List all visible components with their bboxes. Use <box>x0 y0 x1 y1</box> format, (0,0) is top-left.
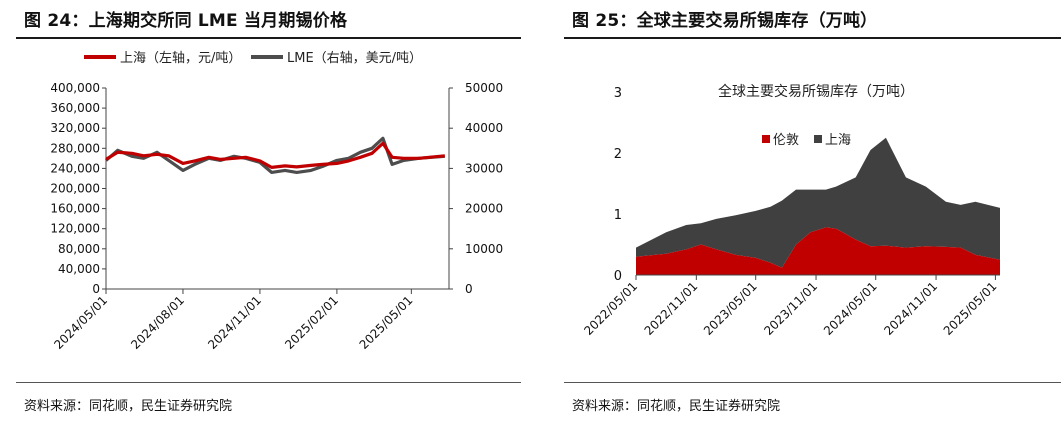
left-y-tick-label: 320,000 <box>50 121 100 135</box>
figure-25-title: 图 25：全球主要交易所锡库存（万吨） <box>572 11 878 31</box>
left-y-tick-label: 200,000 <box>50 182 100 196</box>
x-tick-label: 2024/05/01 <box>821 279 880 338</box>
right-y-tick-label: 40000 <box>465 121 503 135</box>
left-y-tick-label: 0 <box>92 282 100 296</box>
figure-24-title-rule <box>16 37 521 39</box>
x-tick-label: 2025/05/01 <box>941 279 1000 338</box>
left-y-tick-label: 80,000 <box>58 242 100 256</box>
y-tick-label: 1 <box>614 208 622 223</box>
figure-25-panel: 图 25：全球主要交易所锡库存（万吨） 全球主要交易所锡库存（万吨） 0 1 2 3 2… <box>548 0 1063 424</box>
figure-24-panel: 图 24：上海期交所同 LME 当月期锡价格 0 40,000 80,000 120,… <box>0 0 531 424</box>
area-shanghai <box>636 137 1000 268</box>
left-y-tick-label: 40,000 <box>58 262 100 276</box>
figure-25-areas <box>636 137 1000 275</box>
x-tick-label: 2024/05/01 <box>51 293 110 352</box>
figure-25-legend: 伦敦 上海 <box>762 132 851 148</box>
x-tick-label: 2022/05/01 <box>581 279 640 338</box>
legend-label-london: 伦敦 <box>773 132 799 148</box>
x-tick-label: 2024/11/01 <box>881 279 940 338</box>
y-tick-label: 2 <box>614 147 622 162</box>
left-y-tick-label: 280,000 <box>50 141 100 155</box>
right-y-tick-label: 30000 <box>465 161 503 175</box>
figure-24-source-rule <box>16 382 521 383</box>
right-y-tick-label: 0 <box>465 282 473 296</box>
series-line-shanghai <box>105 141 445 169</box>
left-y-tick-label: 160,000 <box>50 202 100 216</box>
legend-label-shanghai: 上海（左轴，元/吨） <box>120 51 241 66</box>
x-tick-label: 2025/02/01 <box>282 293 341 352</box>
x-tick-label: 2024/11/01 <box>205 293 264 352</box>
figure-24-legend: 上海（左轴，元/吨） LME（右轴，美元/吨） <box>84 51 422 66</box>
right-y-tick-label: 50000 <box>465 81 503 95</box>
figure-24-title: 图 24：上海期交所同 LME 当月期锡价格 <box>24 11 348 31</box>
x-tick-label: 2023/11/01 <box>761 279 820 338</box>
left-y-tick-label: 120,000 <box>50 222 100 236</box>
right-y-tick-label: 20000 <box>465 202 503 216</box>
y-tick-label: 3 <box>614 86 622 101</box>
left-y-tick-label: 360,000 <box>50 101 100 115</box>
figure-24-axes: 0 40,000 80,000 120,000 160,000 200,000 240,00… <box>50 81 503 352</box>
y-tick-label: 0 <box>614 269 622 284</box>
right-y-tick-label: 10000 <box>465 242 503 256</box>
x-tick-label: 2024/08/01 <box>128 293 187 352</box>
legend-swatch-shanghai <box>814 135 822 143</box>
figure-25-title-rule <box>564 37 1061 39</box>
figure-25-inner-title: 全球主要交易所锡库存（万吨） <box>718 83 914 100</box>
figure-24-lines <box>104 136 445 174</box>
figure-24-source: 资料来源：同花顺，民生证券研究院 <box>24 399 233 414</box>
legend-label-shanghai: 上海 <box>825 133 851 148</box>
left-y-tick-label: 400,000 <box>50 81 100 95</box>
area-london <box>636 227 1000 275</box>
figure-25-source: 资料来源：同花顺，民生证券研究院 <box>572 399 781 414</box>
figure-25-source-rule <box>564 382 1061 383</box>
left-y-tick-label: 240,000 <box>50 161 100 175</box>
legend-label-lme: LME（右轴，美元/吨） <box>287 51 422 66</box>
x-tick-label: 2025/05/01 <box>357 293 416 352</box>
x-tick-label: 2023/05/01 <box>701 279 760 338</box>
figure-24-chart: 0 40,000 80,000 120,000 160,000 200,000 240,00… <box>50 51 503 352</box>
legend-swatch-london <box>762 135 770 143</box>
x-tick-label: 2022/11/01 <box>642 279 701 338</box>
